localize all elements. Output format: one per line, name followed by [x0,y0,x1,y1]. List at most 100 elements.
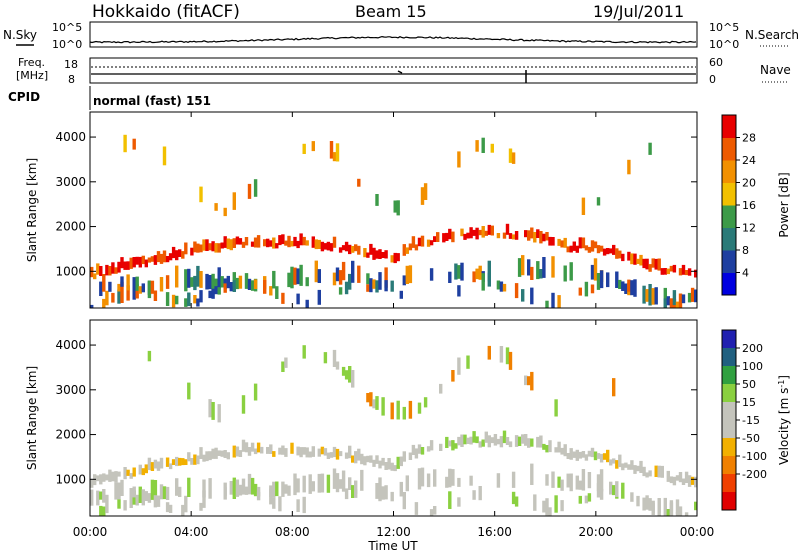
freq-panel-frame [89,57,698,84]
heatmap-cell [351,370,355,388]
heatmap-cell [387,458,391,470]
heatmap-cell [232,477,236,499]
heatmap-cell [590,264,595,280]
heatmap-cell [648,142,652,155]
heatmap-cell [184,242,188,255]
heatmap-cell [332,236,337,248]
beam-label: Beam 15 [355,2,427,21]
power-y-ticks: 1000 2000 3000 4000 [55,130,697,278]
heatmap-cell [232,272,236,287]
heatmap-cell [302,475,306,493]
heatmap-cell [326,474,331,493]
heatmap-cell [484,431,488,443]
heatmap-cell [433,469,437,487]
heatmap-cell [581,451,586,458]
heatmap-cell [566,453,570,459]
heatmap-cell [329,243,334,252]
heatmap-cell [584,454,589,461]
heatmap-cell [536,261,540,280]
heatmap-cell [481,273,485,291]
heatmap-cell [599,270,604,289]
heatmap-cell [405,475,409,492]
heatmap-cell [645,472,649,478]
heatmap-cell [669,500,674,516]
heatmap-cell [354,480,358,495]
heatmap-cell [175,250,179,261]
heatmap-cell [445,476,449,488]
colorbar-tick-label: -200 [742,468,767,481]
heatmap-cell [660,268,664,275]
heatmap-cell [599,245,604,252]
heatmap-cell [678,472,683,483]
heatmap-cell [205,451,209,462]
heatmap-cell [517,436,522,446]
heatmap-cell [669,265,674,272]
heatmap-cell [175,456,179,467]
heatmap-cell [281,361,285,372]
heatmap-cell [502,430,507,444]
heatmap-cell [102,473,106,482]
heatmap-cell [171,246,176,259]
heatmap-cell [417,237,422,247]
x-tick-label: 00:00 [73,525,108,539]
heatmap-cell [399,456,403,467]
heatmap-cell [669,298,674,308]
heatmap-cell [408,400,413,419]
heatmap-cell [545,232,549,241]
heatmap-cell [235,277,240,290]
heatmap-cell [147,350,152,362]
heatmap-cell [642,285,646,304]
heatmap-cell [687,475,692,487]
heatmap-cell [514,435,519,447]
heatmap-cell [135,284,139,299]
heatmap-cell [232,445,236,458]
heatmap-cell [117,283,121,292]
colorbar-swatch [722,492,736,511]
heatmap-cell [171,459,176,465]
heatmap-cell [332,349,337,367]
heatmap-cell [348,273,352,290]
heatmap-cell [278,235,282,246]
heatmap-cell [208,290,212,299]
heatmap-cell [648,284,652,306]
heatmap-cell [247,183,252,199]
heatmap-cell [402,406,406,420]
heatmap-cell [117,289,121,304]
heatmap-cell [111,262,115,274]
heatmap-cell [305,277,309,287]
heatmap-cell [202,454,206,462]
power-heatmap [90,134,698,308]
heatmap-cell [542,233,546,242]
heatmap-cell [181,504,185,516]
heatmap-cell [609,459,613,466]
heatmap-cell [147,457,152,471]
heatmap-cell [357,265,361,283]
heatmap-cell [272,481,276,498]
heatmap-cell [99,474,103,485]
y-tick-label: 3000 [55,175,86,189]
heatmap-cell [496,233,501,239]
heatmap-cell [566,473,570,488]
colorbar-swatch [722,456,736,475]
heatmap-cell [114,482,118,500]
heatmap-cell [630,460,634,470]
heatmap-cell [260,446,264,454]
heatmap-cell [223,236,227,248]
heatmap-cell [466,355,470,369]
heatmap-cell [199,186,203,203]
heatmap-cell [448,228,452,240]
colorbar-swatch [722,402,736,421]
heatmap-cell [293,267,297,285]
freq-label-2: [MHz] [16,69,48,82]
heatmap-cell [429,509,434,516]
y-tick-label: 4000 [55,130,86,144]
heatmap-cell [606,449,610,463]
heatmap-cell [144,259,148,268]
heatmap-cell [654,258,658,270]
heatmap-cell [314,260,318,283]
heatmap-cell [114,267,118,274]
heatmap-cell [429,240,434,246]
heatmap-cell [311,236,315,248]
heatmap-cell [132,257,136,268]
heatmap-cell [466,232,470,239]
